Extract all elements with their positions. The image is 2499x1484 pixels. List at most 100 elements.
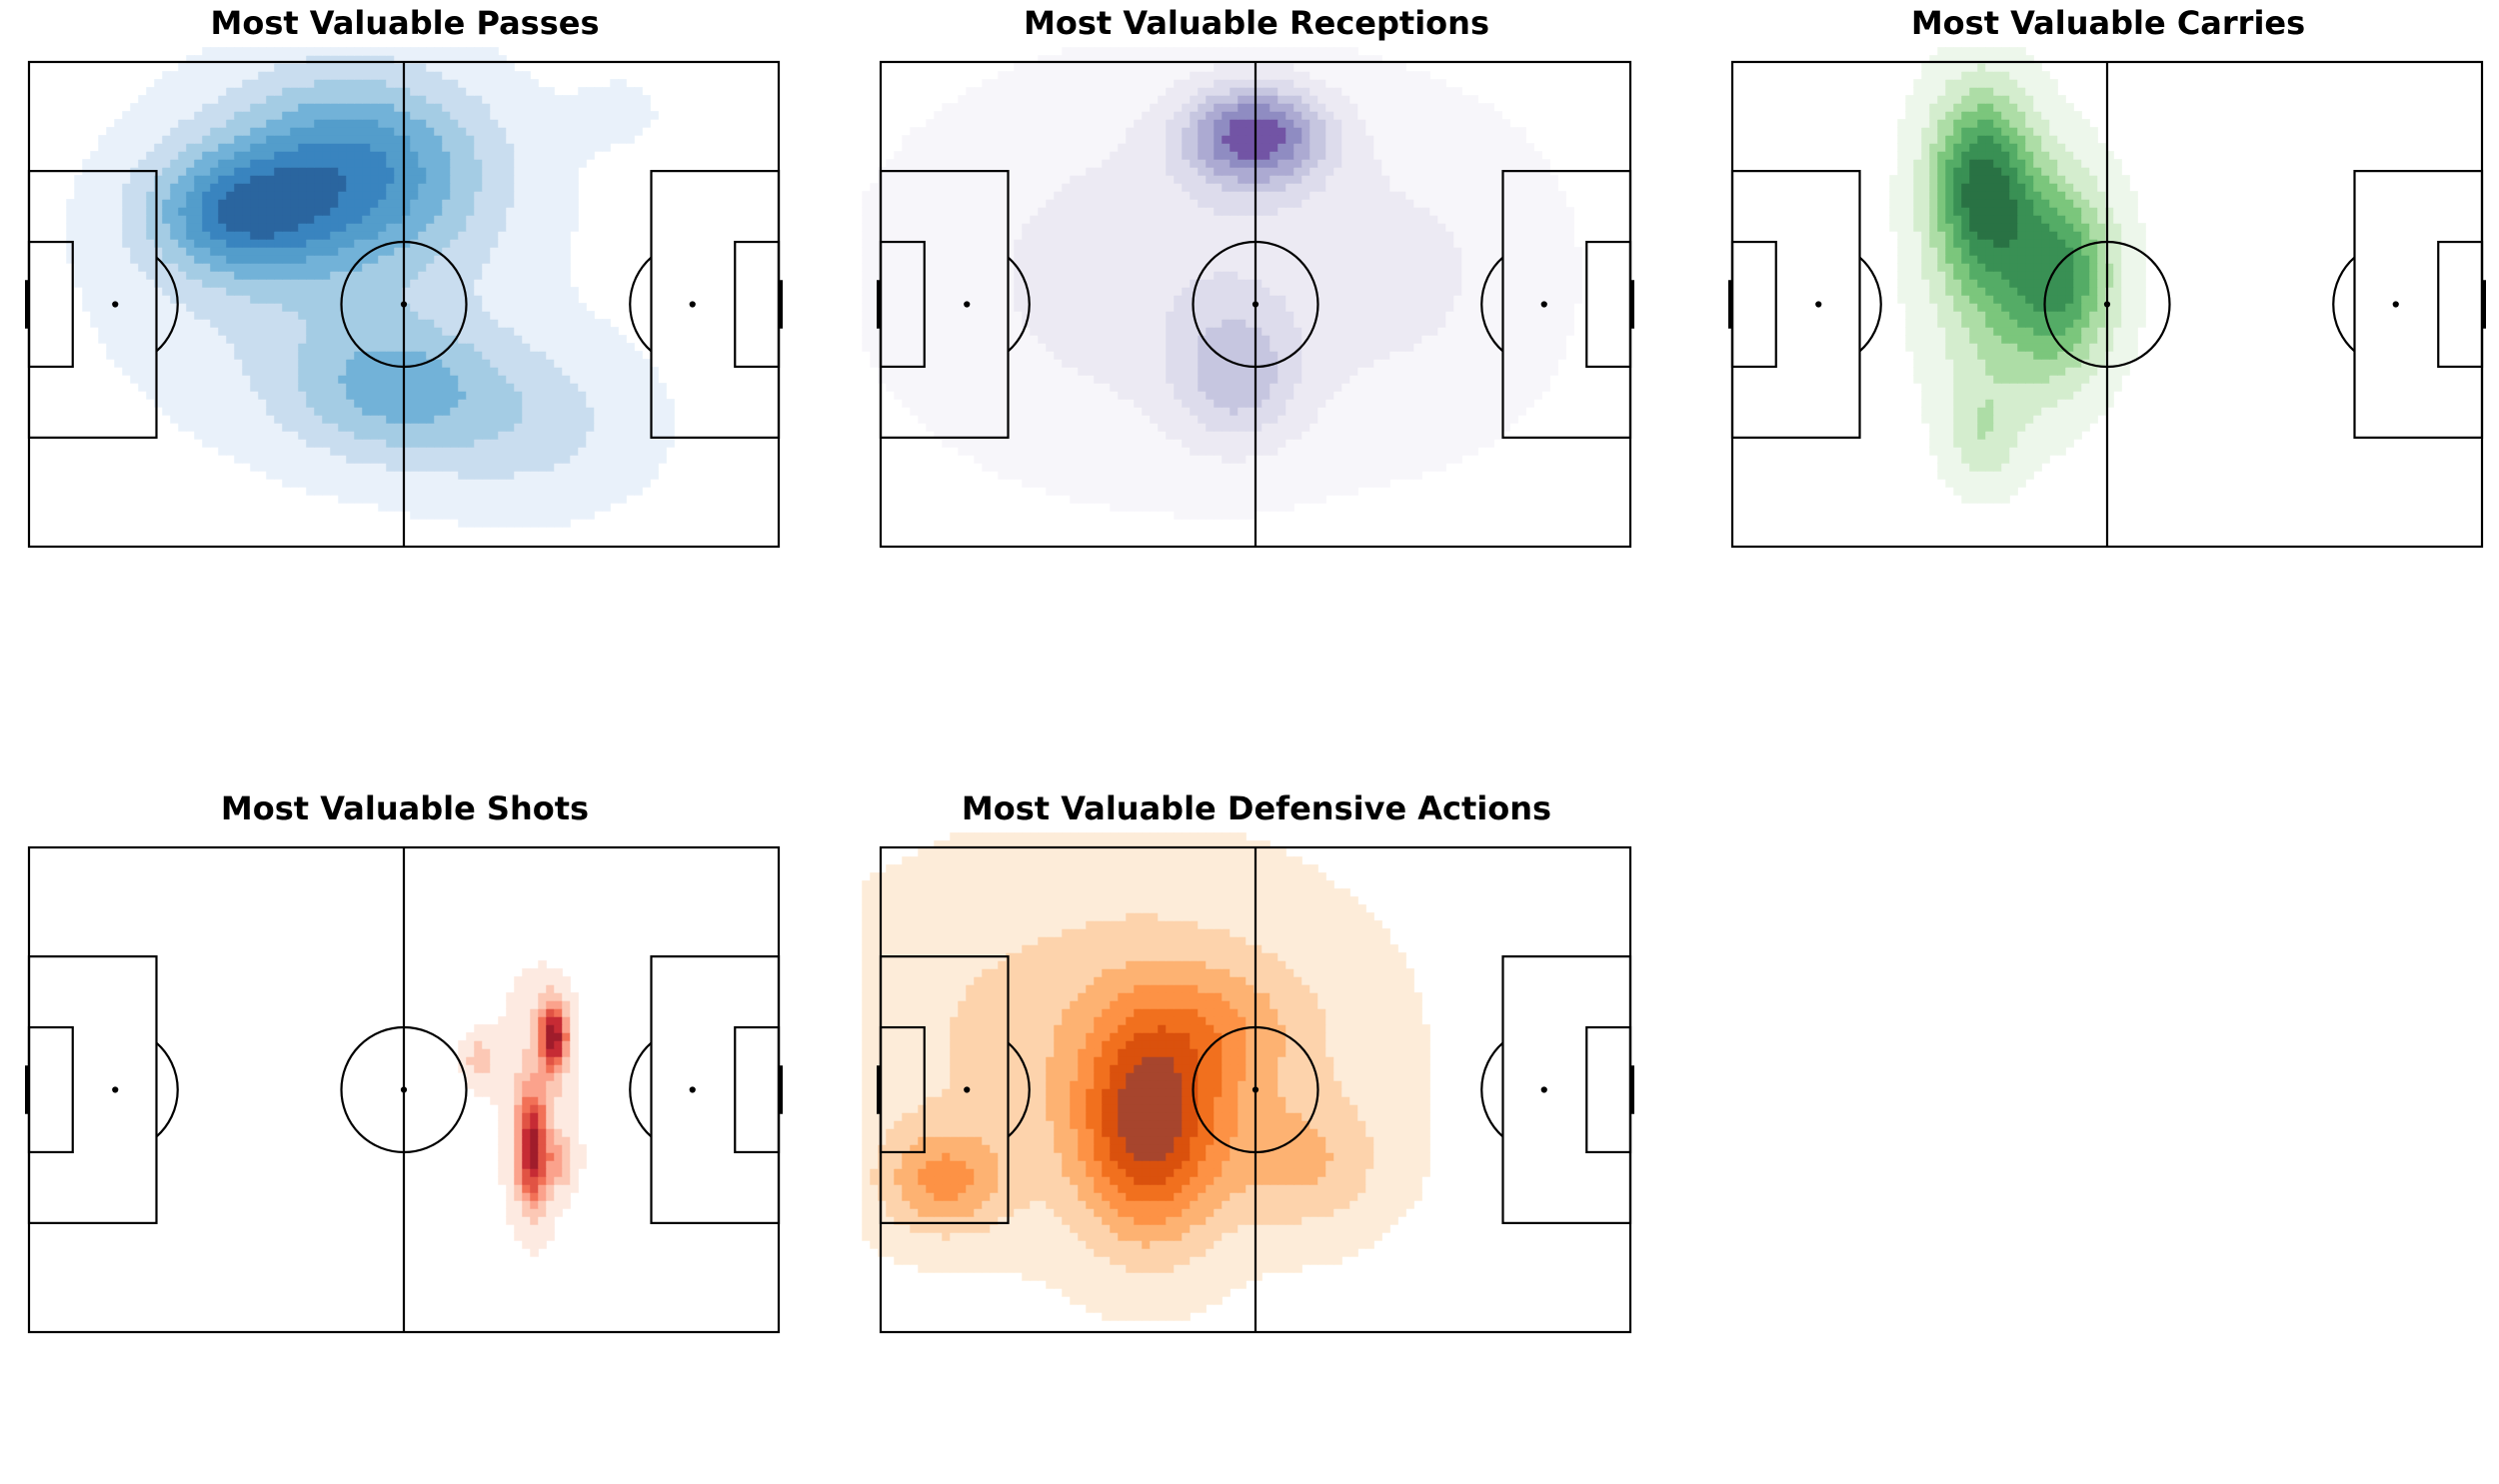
density-cell (362, 231, 371, 240)
density-cell (266, 359, 275, 368)
density-cell (934, 343, 943, 352)
density-cell (218, 87, 227, 96)
density-cell (146, 135, 155, 144)
density-cell (1325, 447, 1334, 456)
density-cell (354, 447, 363, 456)
density-cell (594, 103, 603, 112)
density-cell (1166, 423, 1175, 432)
density-cell (490, 479, 499, 488)
density-cell (998, 383, 1007, 392)
density-cell (250, 175, 259, 184)
density-cell (434, 159, 443, 168)
density-cell (162, 343, 171, 352)
density-cell (602, 479, 611, 488)
density-cell (386, 151, 395, 160)
density-cell (386, 343, 395, 352)
density-cell (1461, 439, 1470, 448)
density-cell (1182, 479, 1191, 488)
density-cell (1214, 399, 1223, 408)
density-cell (170, 95, 179, 104)
density-cell (1198, 375, 1207, 384)
density-cell (194, 287, 203, 296)
density-cell (274, 279, 283, 288)
density-cell (98, 135, 107, 144)
density-cell (154, 311, 163, 320)
density-cell (910, 367, 919, 376)
density-cell (634, 415, 643, 424)
density-cell (1501, 423, 1510, 432)
density-cell (218, 287, 227, 296)
density-cell (1222, 511, 1231, 520)
density-cell (1182, 487, 1191, 496)
density-cell (1261, 351, 1270, 360)
density-cell (370, 455, 379, 464)
density-cell (942, 399, 951, 408)
density-cell (474, 447, 483, 456)
density-cell (354, 359, 363, 368)
density-cell (218, 239, 227, 248)
density-cell (442, 327, 451, 336)
density-cell (1357, 431, 1366, 440)
density-cell (966, 375, 975, 384)
density-cell (926, 359, 935, 368)
density-cell (218, 311, 227, 320)
density-cell (258, 295, 267, 304)
density-cell (426, 263, 435, 272)
density-cell (1421, 351, 1430, 360)
density-cell (146, 287, 155, 296)
density-cell (178, 63, 187, 72)
density-cell (298, 95, 307, 104)
density-cell (402, 71, 411, 80)
density-cell (146, 223, 155, 232)
density-cell (1349, 423, 1358, 432)
density-cell (338, 423, 347, 432)
density-cell (982, 383, 991, 392)
density-cell (642, 95, 651, 104)
density-cell (490, 295, 499, 304)
density-cell (162, 295, 171, 304)
density-cell (498, 95, 507, 104)
density-cell (202, 303, 211, 312)
density-cell (1126, 375, 1135, 384)
density-cell (218, 359, 227, 368)
density-cell (1269, 375, 1278, 384)
density-cell (1461, 399, 1470, 408)
density-cell (1325, 399, 1334, 408)
density-cell (546, 111, 555, 120)
density-cell (242, 151, 251, 160)
density-cell (562, 167, 571, 176)
density-cell (1222, 367, 1231, 376)
density-cell (1525, 351, 1534, 360)
density-cell (330, 375, 339, 384)
density-cell (642, 471, 651, 480)
density-cell (1062, 407, 1071, 416)
density-cell (1253, 431, 1262, 440)
density-cell (1078, 343, 1087, 352)
density-cell (1509, 383, 1518, 392)
density-cell (322, 87, 331, 96)
density-cell (1134, 359, 1143, 368)
density-cell (242, 191, 251, 200)
density-cell (1501, 391, 1510, 400)
density-cell (234, 319, 243, 328)
density-cell (466, 447, 475, 456)
density-cell (1397, 383, 1406, 392)
density-cell (926, 399, 935, 408)
density-cell (338, 175, 347, 184)
density-cell (186, 415, 195, 424)
density-cell (426, 175, 435, 184)
density-cell (1453, 343, 1462, 352)
density-cell (138, 335, 147, 344)
density-cell (1469, 343, 1478, 352)
density-cell (538, 303, 547, 312)
density-cell (330, 319, 339, 328)
density-cell (386, 311, 395, 320)
density-cell (522, 87, 531, 96)
density-cell (306, 47, 315, 56)
density-cell (1094, 455, 1103, 464)
density-cell (1405, 343, 1414, 352)
density-cell (1445, 367, 1454, 376)
density-cell (410, 279, 419, 288)
density-cell (266, 207, 275, 216)
density-cell (330, 407, 339, 416)
